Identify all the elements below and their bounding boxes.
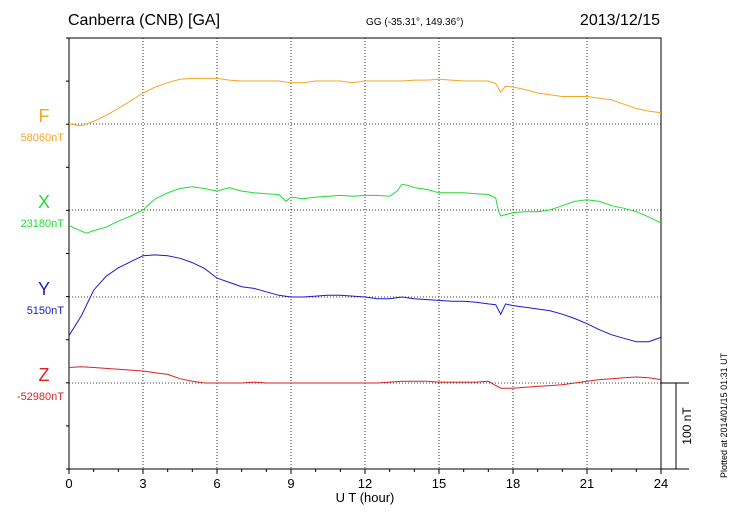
series-name-Y: Y — [38, 279, 50, 299]
x-tick-label: 9 — [287, 476, 294, 491]
scale-bar: 100 nT — [661, 382, 694, 470]
series-baseline-Y: 5150nT — [27, 305, 65, 317]
series-baseline-Z: -52980nT — [17, 391, 64, 403]
x-tick-label: 3 — [139, 476, 146, 491]
x-tick-label: 6 — [213, 476, 220, 491]
series-line-F — [68, 77, 662, 127]
x-tick-label: 15 — [432, 476, 446, 491]
x-tick-label: 24 — [654, 476, 668, 491]
series-line-X — [68, 183, 662, 234]
series-baseline-X: 23180nT — [21, 218, 65, 230]
series-line-Z — [68, 366, 662, 389]
scale-bar-label: 100 nT — [680, 407, 694, 445]
x-tick-label: 0 — [65, 476, 72, 491]
series-labels: F 58060nT X 23180nT Y 5150nT Z -52980nT — [17, 106, 64, 403]
series-name-Z: Z — [39, 365, 50, 385]
series-group — [68, 77, 662, 389]
station-title: Canberra (CNB) [GA] — [68, 12, 221, 29]
series-line-Y — [68, 254, 662, 343]
x-axis-label: U T (hour) — [336, 490, 395, 505]
plotted-at-note: Plotted at 2014/01/15 01:31 UT — [719, 352, 729, 478]
series-name-X: X — [38, 192, 50, 212]
axis-ticks: 0 3 6 9 12 15 18 21 24 — [65, 37, 668, 491]
series-baseline-F: 58060nT — [21, 132, 65, 144]
x-tick-label: 21 — [580, 476, 594, 491]
x-tick-label: 18 — [506, 476, 520, 491]
series-name-F: F — [39, 106, 50, 126]
grid — [69, 38, 661, 469]
coordinates-label: GG (-35.31°, 149.36°) — [366, 17, 464, 28]
x-tick-label: 12 — [358, 476, 372, 491]
date-label: 2013/12/15 — [579, 12, 660, 29]
